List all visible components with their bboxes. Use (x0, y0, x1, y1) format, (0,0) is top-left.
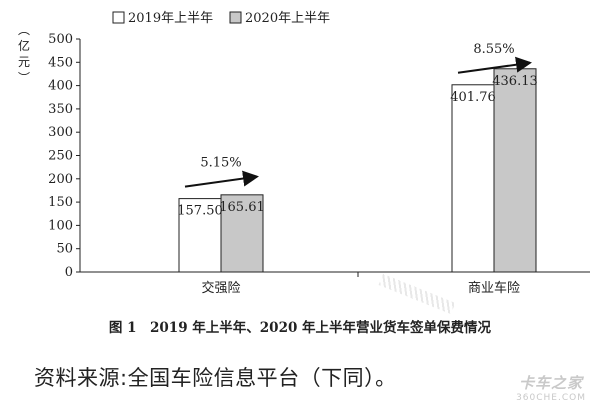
watermark-logo: 卡车之家 360CHE.COM (516, 372, 586, 403)
category-label: 交强险 (201, 280, 240, 296)
bar-value-label: 401.76 (450, 90, 496, 105)
watermark-line1: 卡车之家 (519, 374, 584, 392)
bar-value-label: 436.13 (492, 74, 538, 89)
y-tick-label: 150 (48, 195, 73, 210)
bar (451, 84, 495, 273)
category-label: 商业车险 (468, 280, 520, 296)
bar-value-label: 157.50 (177, 204, 223, 219)
y-tick-label: 450 (48, 55, 73, 70)
growth-arrow (457, 56, 532, 74)
y-tick-label: 400 (48, 79, 73, 94)
watermark-line2: 360CHE.COM (516, 393, 586, 403)
bars (178, 68, 537, 273)
source-note: 资料来源:全国车险信息平台（下同）。 (34, 366, 397, 390)
y-tick-label: 100 (48, 218, 73, 233)
figure-caption: 图 1 2019 年上半年、2020 年上半年营业货车签单保费情况 (108, 320, 492, 336)
y-tick-label: 50 (56, 242, 73, 257)
legend-swatch (112, 11, 125, 24)
y-tick-label: 500 (48, 32, 73, 47)
growth-arrow (184, 170, 259, 188)
legend-label: 2019年上半年 (128, 11, 213, 26)
y-tick-label: 350 (48, 102, 73, 117)
y-tick-label: 200 (48, 172, 73, 187)
y-axis-unit-label: ︵亿元︶ (18, 23, 30, 85)
growth-label: 5.15% (200, 156, 241, 171)
legend-label: 2020年上半年 (245, 11, 330, 26)
bar (493, 68, 537, 273)
bar-chart: 0 50 100 150 200 250 300 350 400 450 500 ︵亿元︶ 交强险 商业… (18, 11, 590, 296)
y-tick-label: 250 (48, 149, 73, 164)
bar-value-label: 165.61 (219, 200, 265, 215)
y-tick-label: 300 (48, 125, 73, 140)
y-tick-label: 0 (65, 265, 73, 280)
legend-swatch (229, 11, 242, 24)
y-axis: 0 50 100 150 200 250 300 350 400 450 500 ︵亿元︶ (18, 23, 81, 280)
x-axis: 交强险 商业车险 (80, 271, 590, 296)
growth-arrows: 5.15% 8.55% (184, 42, 532, 188)
legend: 2019年上半年 2020年上半年 (112, 11, 330, 26)
bar (220, 194, 264, 273)
growth-label: 8.55% (473, 42, 514, 57)
